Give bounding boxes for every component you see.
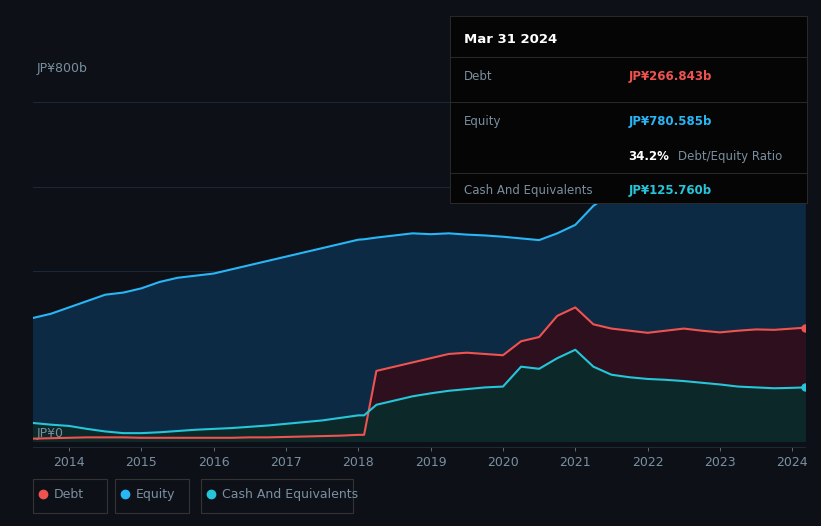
Text: Equity: Equity bbox=[135, 488, 175, 501]
FancyBboxPatch shape bbox=[201, 479, 353, 513]
Text: JP¥125.760b: JP¥125.760b bbox=[629, 184, 712, 197]
Text: Debt: Debt bbox=[53, 488, 84, 501]
Text: Equity: Equity bbox=[464, 115, 502, 128]
Text: JP¥0: JP¥0 bbox=[37, 427, 64, 440]
Text: JP¥780.585b: JP¥780.585b bbox=[629, 115, 712, 128]
Text: Debt: Debt bbox=[464, 70, 493, 83]
Text: 34.2%: 34.2% bbox=[629, 150, 669, 163]
FancyBboxPatch shape bbox=[33, 479, 107, 513]
Text: JP¥800b: JP¥800b bbox=[37, 62, 88, 75]
Text: JP¥266.843b: JP¥266.843b bbox=[629, 70, 712, 83]
Text: Mar 31 2024: Mar 31 2024 bbox=[464, 33, 557, 46]
FancyBboxPatch shape bbox=[115, 479, 189, 513]
Text: Debt/Equity Ratio: Debt/Equity Ratio bbox=[678, 150, 782, 163]
Text: Cash And Equivalents: Cash And Equivalents bbox=[222, 488, 358, 501]
Text: Cash And Equivalents: Cash And Equivalents bbox=[464, 184, 593, 197]
